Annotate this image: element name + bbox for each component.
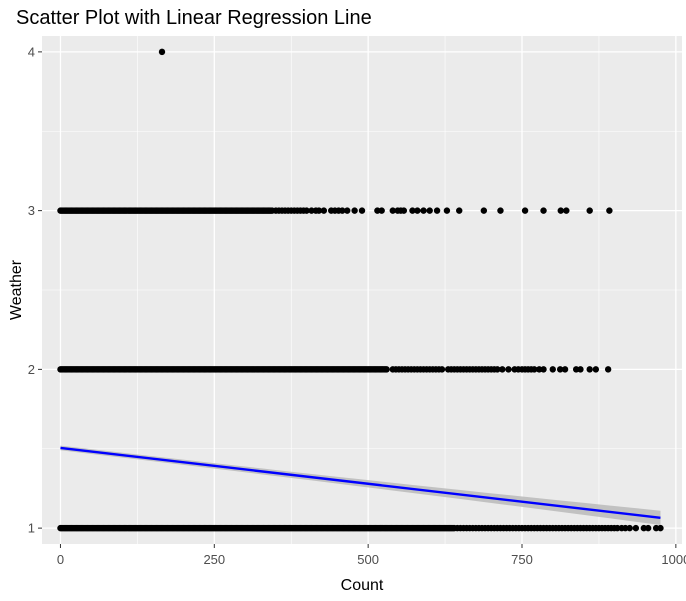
data-point [561,366,569,373]
data-point [499,366,506,373]
data-point [344,207,351,214]
data-point [626,524,633,532]
chart-title: Scatter Plot with Linear Regression Line [16,7,372,29]
data-point [557,207,564,214]
data-point [606,207,613,214]
y-axis-ticks: 1 2 3 4 [28,44,42,536]
data-point [586,207,593,214]
data-point [315,207,323,214]
data-point [433,207,441,214]
data-point [414,207,421,214]
data-point [494,366,501,373]
data-point [505,366,512,373]
data-point [497,207,504,214]
data-point [400,207,408,214]
data-point [521,207,529,214]
data-point [303,207,310,214]
data-point [456,207,463,214]
data-point [540,207,547,214]
data-point [426,207,433,214]
data-point [657,524,664,532]
data-point [378,207,385,214]
data-point [383,366,390,373]
data-point [531,366,538,373]
data-point [592,366,600,373]
x-axis-ticks: 0 250 500 750 1000 [57,544,686,567]
data-point [339,207,346,214]
scatter-points [57,48,664,532]
x-axis-title: Count [341,577,384,594]
x-tick-label: 1000 [661,552,686,567]
x-tick-label: 250 [203,552,225,567]
y-tick-label: 1 [28,521,35,536]
data-point [420,207,427,214]
data-point [320,207,328,214]
y-tick-label: 2 [28,362,35,377]
data-point [158,48,166,56]
data-point [586,366,593,373]
data-point [389,207,396,214]
data-point [443,207,451,214]
x-tick-label: 750 [511,552,533,567]
data-point [409,207,416,214]
data-point [632,524,640,532]
data-point [438,366,446,373]
data-point [556,366,564,373]
x-tick-label: 500 [357,552,379,567]
data-point [480,207,488,214]
data-point [577,366,584,373]
regression-line [60,446,661,519]
data-point [540,366,547,373]
data-point [604,366,612,373]
data-point [351,207,358,214]
y-axis-title: Weather [8,259,25,320]
y-tick-label: 3 [28,203,35,218]
y-tick-label: 4 [28,44,35,59]
x-tick-label: 0 [57,552,64,567]
data-point [549,366,556,373]
data-point [563,207,570,214]
grid-minor [42,36,682,544]
data-point [358,207,366,214]
data-point [644,524,652,532]
